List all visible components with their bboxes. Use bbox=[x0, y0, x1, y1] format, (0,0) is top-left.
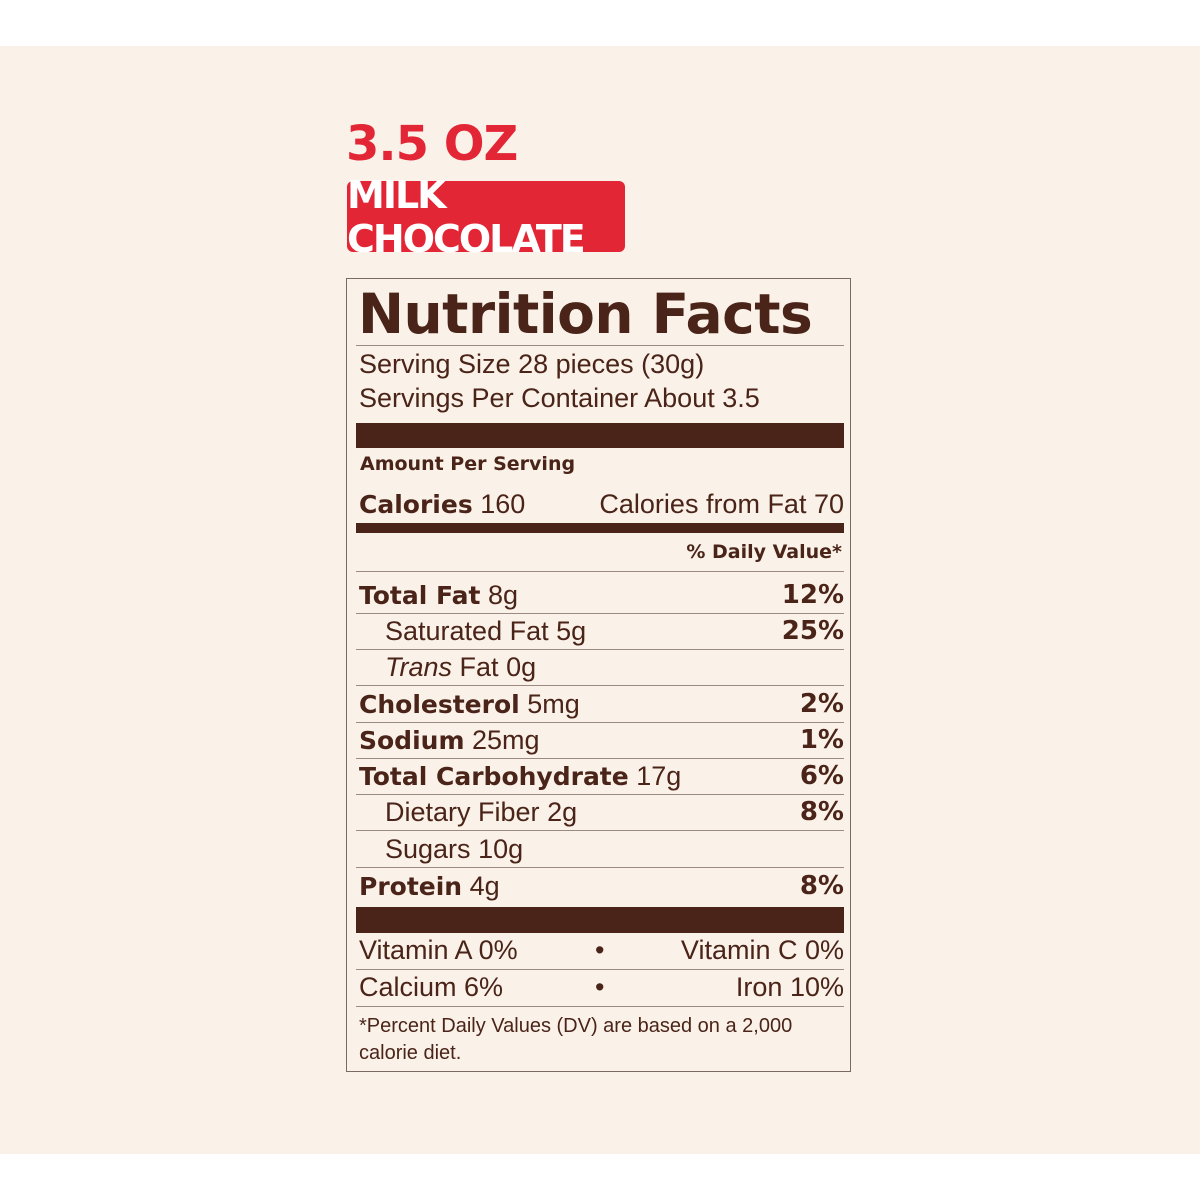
nutrient-amount: 10g bbox=[478, 833, 524, 864]
serving-size: Serving Size 28 pieces (30g) bbox=[359, 349, 705, 379]
divider bbox=[356, 794, 844, 795]
nutrient-name: Sodium bbox=[359, 725, 465, 755]
divider bbox=[356, 571, 844, 572]
thick-divider bbox=[356, 423, 844, 448]
divider bbox=[356, 685, 844, 686]
vitamin-row: Vitamin A 0% • Vitamin C 0% bbox=[359, 933, 844, 969]
nutrient-name: Dietary Fiber bbox=[385, 796, 540, 827]
package-size: 3.5 OZ bbox=[346, 116, 518, 172]
nutrient-name: Fat bbox=[459, 651, 499, 682]
nutrient-row-sugars: Sugars 10g bbox=[359, 831, 844, 867]
nutrient-row-sodium: Sodium 25mg 1% bbox=[359, 722, 844, 758]
calories-from-fat: Calories from Fat 70 bbox=[599, 488, 844, 519]
divider bbox=[356, 758, 844, 759]
vitamin-row: Calcium 6% • Iron 10% bbox=[359, 970, 844, 1006]
nutrient-row-total-fat: Total Fat 8g 12% bbox=[359, 577, 844, 613]
nutrient-row-saturated-fat: Saturated Fat 5g 25% bbox=[359, 613, 844, 649]
daily-value-footnote: *Percent Daily Values (DV) are based on … bbox=[359, 1015, 793, 1064]
nutrient-row-total-carbohydrate: Total Carbohydrate 17g 6% bbox=[359, 758, 844, 794]
vitamin-left: Vitamin A 0% bbox=[359, 935, 518, 965]
nutrient-dv: 25% bbox=[781, 616, 844, 646]
nutrient-amount: 2g bbox=[547, 796, 578, 827]
divider bbox=[356, 649, 844, 650]
nutrient-dv: 2% bbox=[799, 689, 844, 719]
flavor-badge: MILK CHOCOLATE bbox=[347, 173, 625, 261]
package-background: 3.5 OZ MILK CHOCOLATE Nutrition Facts Se… bbox=[0, 46, 1200, 1154]
nutrient-row-dietary-fiber: Dietary Fiber 2g 8% bbox=[359, 794, 844, 830]
nutrient-amount: 0g bbox=[506, 651, 537, 682]
vitamin-right: Iron 10% bbox=[735, 972, 844, 1002]
nutrient-name: Protein bbox=[359, 871, 463, 901]
nutrient-dv: 12% bbox=[781, 580, 844, 610]
calories-group: Calories 160 bbox=[359, 489, 525, 520]
flavor-label: MILK CHOCOLATE bbox=[347, 172, 586, 261]
nutrient-name: Cholesterol bbox=[359, 689, 520, 719]
nutrient-dv: 6% bbox=[799, 761, 844, 791]
amount-per-serving: Amount Per Serving bbox=[360, 453, 576, 475]
thick-divider bbox=[356, 907, 844, 933]
calories-value: 160 bbox=[480, 488, 526, 519]
medium-divider bbox=[356, 523, 844, 533]
divider bbox=[356, 867, 844, 868]
nutrient-dv: 8% bbox=[799, 871, 844, 901]
nutrition-facts-title: Nutrition Facts bbox=[358, 282, 813, 346]
divider bbox=[356, 830, 844, 831]
calories-label: Calories bbox=[359, 489, 473, 519]
nutrient-dv: 1% bbox=[799, 725, 844, 755]
servings-per-container: Servings Per Container About 3.5 bbox=[359, 383, 760, 413]
nutrient-amount: 25mg bbox=[472, 724, 540, 755]
daily-value-header: % Daily Value* bbox=[686, 541, 842, 563]
nutrient-name: Saturated Fat bbox=[385, 615, 549, 646]
vitamin-left: Calcium 6% bbox=[359, 972, 504, 1002]
nutrient-dv: 8% bbox=[799, 797, 844, 827]
nutrient-row-trans-fat: Trans Fat 0g bbox=[359, 649, 844, 685]
nutrient-amount: 17g bbox=[636, 760, 682, 791]
nutrient-name: Total Fat bbox=[359, 580, 481, 610]
nutrient-row-protein: Protein 4g 8% bbox=[359, 868, 844, 904]
calories-row: Calories 160 Calories from Fat 70 bbox=[359, 486, 844, 522]
divider bbox=[356, 722, 844, 723]
nutrient-amount: 8g bbox=[487, 579, 518, 610]
divider bbox=[356, 969, 844, 970]
nutrient-amount: 5mg bbox=[527, 688, 580, 719]
nutrient-name: Total Carbohydrate bbox=[359, 761, 629, 791]
nutrient-prefix: Trans bbox=[385, 651, 453, 682]
divider bbox=[356, 613, 844, 614]
nutrient-name: Sugars bbox=[385, 833, 471, 864]
nutrient-amount: 5g bbox=[556, 615, 587, 646]
nutrition-facts-panel: Nutrition Facts Serving Size 28 pieces (… bbox=[346, 278, 851, 1072]
nutrient-amount: 4g bbox=[469, 870, 500, 901]
divider bbox=[356, 345, 844, 346]
nutrient-row-cholesterol: Cholesterol 5mg 2% bbox=[359, 686, 844, 722]
divider bbox=[356, 1006, 844, 1007]
bullet-separator: • bbox=[595, 935, 605, 965]
bullet-separator: • bbox=[595, 972, 605, 1002]
vitamin-right: Vitamin C 0% bbox=[680, 935, 844, 965]
